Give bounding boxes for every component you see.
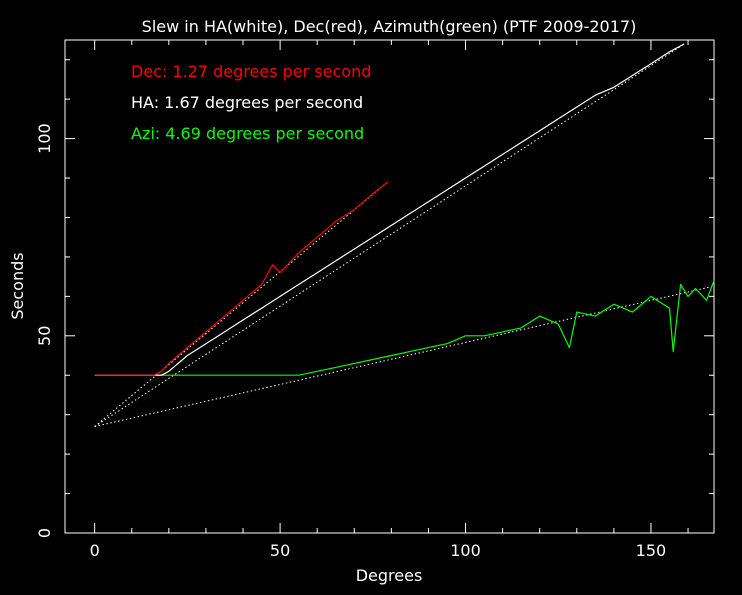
legend: Dec: 1.27 degrees per second HA: 1.67 deg… <box>131 62 371 143</box>
x-axis-label: Degrees <box>356 566 423 585</box>
x-tick-label: 0 <box>90 541 100 560</box>
x-tick-label: 150 <box>636 541 667 560</box>
plot-frame <box>64 39 715 534</box>
fit-lines <box>94 43 715 427</box>
fit-line <box>94 43 685 427</box>
x-tick-label: 50 <box>270 541 290 560</box>
axis-ticks: 0 50 100 150 0 50 100 <box>35 40 714 560</box>
chart-title: Slew in HA(white), Dec(red), Azimuth(gre… <box>142 17 637 36</box>
legend-entry: Dec: 1.27 degrees per second <box>131 62 371 81</box>
y-tick-label: 50 <box>35 326 54 346</box>
fit-line <box>94 285 715 427</box>
legend-entry: Azi: 4.69 degrees per second <box>131 124 364 143</box>
y-tick-label: 100 <box>35 123 54 154</box>
series-lines <box>94 43 715 376</box>
series-line-dec <box>94 181 388 376</box>
y-tick-label: 0 <box>35 528 54 538</box>
x-tick-label: 100 <box>450 541 481 560</box>
y-axis-label: Seconds <box>8 252 27 319</box>
legend-entry: HA: 1.67 degrees per second <box>131 93 363 112</box>
series-line-azi <box>94 280 715 376</box>
